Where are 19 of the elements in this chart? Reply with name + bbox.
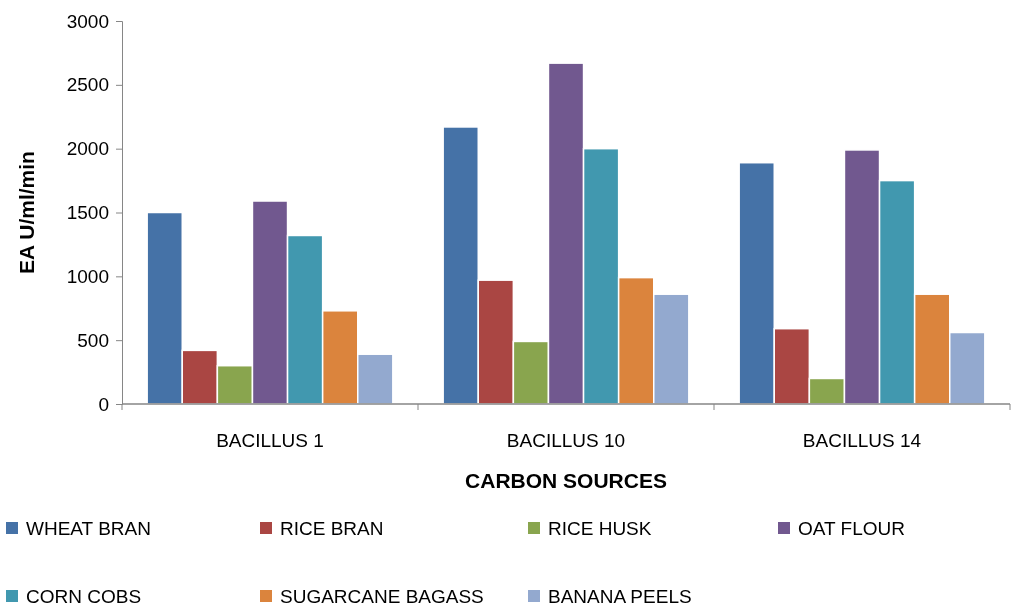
legend-label: CORN COBS <box>26 586 142 607</box>
y-tick-label: 3000 <box>66 10 109 32</box>
legend-label: WHEAT BRAN <box>26 518 151 539</box>
legend-label: BANANA PEELS <box>548 586 692 607</box>
y-tick-label: 500 <box>77 329 109 351</box>
x-axis-title: CARBON SOURCES <box>465 469 667 492</box>
y-tick-label: 1000 <box>66 265 109 287</box>
y-tick-label: 2500 <box>66 74 109 96</box>
x-tick-label: BACILLUS 14 <box>802 430 922 451</box>
legend-label: SUGARCANE BAGASS <box>280 586 484 607</box>
x-tick-label: BACILLUS 1 <box>216 430 324 451</box>
legend-label: RICE BRAN <box>280 518 384 539</box>
legend-label: OAT FLOUR <box>798 518 905 539</box>
y-axis-title: EA U/ml/min <box>15 151 38 274</box>
y-tick-label: 2000 <box>66 138 109 160</box>
legend-label: RICE HUSK <box>548 518 652 539</box>
x-tick-label: BACILLUS 10 <box>506 430 626 451</box>
y-tick-label: 0 <box>98 393 109 415</box>
y-tick-label: 1500 <box>66 202 109 224</box>
